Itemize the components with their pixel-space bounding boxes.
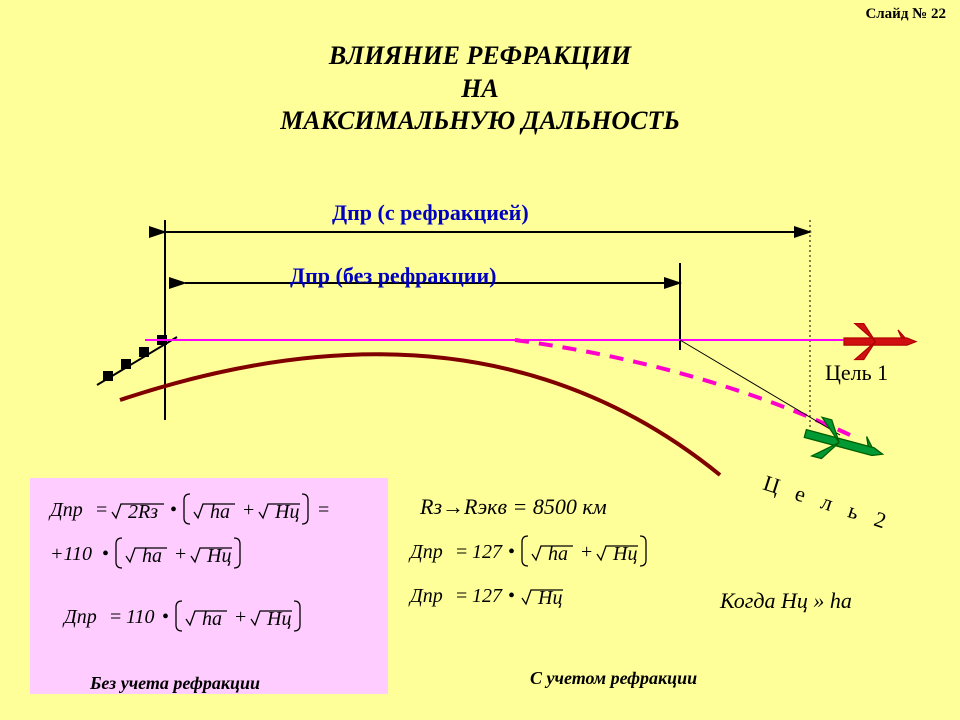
svg-text:+: +	[243, 499, 254, 521]
svg-text:Дпр: Дпр	[62, 606, 97, 628]
svg-text:ha: ha	[202, 608, 222, 630]
formula-right-svg: Дпр =127• ha + Нц Дпр =127• Нц	[400, 530, 750, 640]
svg-text:2Rз: 2Rз	[128, 501, 158, 523]
slide-body: Слайд № 22 ВЛИЯНИЕ РЕФРАКЦИИ НА МАКСИМАЛ…	[0, 0, 960, 720]
rz-equiv-line: Rз→Rэкв = 8500 км	[420, 494, 607, 520]
svg-text:=: =	[456, 585, 467, 607]
svg-text:Дпр: Дпр	[48, 499, 83, 521]
svg-text:•: •	[508, 585, 515, 607]
svg-text:127: 127	[472, 541, 503, 563]
formula-left-svg: Дпр=2Rз•ha+Нц=+110•ha+НцДпр=110•ha+Нц	[44, 488, 374, 678]
svg-text:+: +	[175, 543, 186, 565]
svg-text:Нц: Нц	[537, 587, 562, 609]
svg-text:•: •	[162, 606, 169, 628]
svg-text:+: +	[235, 606, 246, 628]
svg-text:=: =	[110, 606, 121, 628]
formula-box-without-refraction: Дпр=2Rз•ha+Нц=+110•ha+НцДпр=110•ha+Нц	[30, 478, 388, 694]
svg-text:ha: ha	[210, 501, 230, 523]
svg-text:•: •	[102, 543, 109, 565]
svg-text:+: +	[581, 541, 592, 563]
label-without-refraction: Дпр (без рефракции)	[290, 263, 496, 289]
svg-text:Нц: Нц	[206, 545, 231, 567]
svg-text:=: =	[96, 499, 107, 521]
target-1-label: Цель 1	[825, 360, 888, 386]
svg-text:•: •	[170, 499, 177, 521]
caption-without-refraction: Без учета рефракции	[90, 673, 260, 694]
svg-text:•: •	[508, 541, 515, 563]
svg-text:ha: ha	[142, 545, 162, 567]
svg-text:+110: +110	[50, 543, 92, 565]
condition-line: Когда Нц » ha	[720, 588, 852, 614]
svg-text:Нц: Нц	[274, 501, 299, 523]
label-with-refraction: Дпр (с рефракцией)	[332, 200, 529, 226]
svg-text:110: 110	[126, 606, 155, 628]
svg-text:ha: ha	[548, 543, 568, 565]
svg-text:=: =	[318, 499, 329, 521]
caption-with-refraction: С учетом рефракции	[530, 668, 697, 689]
svg-text:127: 127	[472, 585, 503, 607]
svg-text:Дпр: Дпр	[408, 585, 443, 607]
svg-text:Дпр: Дпр	[408, 541, 443, 563]
svg-text:Нц: Нц	[266, 608, 291, 630]
svg-text:Нц: Нц	[612, 543, 637, 565]
svg-text:=: =	[456, 541, 467, 563]
